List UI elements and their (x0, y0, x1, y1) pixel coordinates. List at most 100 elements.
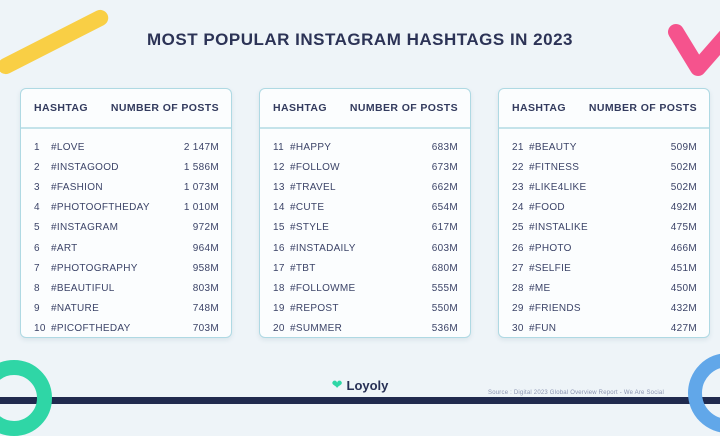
cell-tag: #INSTAGOOD (51, 161, 119, 173)
logo-text: Loyoly (346, 377, 389, 393)
cell-posts: 803M (192, 282, 219, 294)
cell-rank: 26 (512, 242, 524, 254)
table-row: 3 #FASHION 1 073M (34, 177, 219, 197)
cell-posts: 662M (431, 181, 458, 193)
cell-rank: 27 (512, 262, 524, 274)
cell-posts: 451M (670, 262, 697, 274)
table-row: 16 #INSTADAILY 603M (273, 238, 458, 258)
table-rows: 21 #BEAUTY 509M 22 #FITNESS 502M 23 #LIKE4LIKE 5… (499, 129, 709, 339)
cell-tag: #REPOST (290, 303, 339, 315)
cell-posts: 972M (192, 222, 219, 234)
cell-rank: 23 (512, 181, 524, 193)
cell-posts: 1 586M (183, 161, 219, 173)
cell-tag: #SUMMER (290, 323, 343, 335)
cell-rank: 1 (34, 141, 40, 153)
table-row: 1 #LOVE 2 147M (34, 137, 219, 157)
cell-posts: 432M (670, 303, 697, 315)
table-rows: 1 #LOVE 2 147M 2 #INSTAGOOD 1 586M 3 #FASHION 1 … (21, 129, 231, 339)
cell-tag: #ME (529, 282, 551, 294)
column-header-posts: NUMBER OF POSTS (349, 102, 458, 114)
table-row: 7 #PHOTOGRAPHY 958M (34, 258, 219, 278)
cell-rank: 21 (512, 141, 524, 153)
table-row: 20 #SUMMER 536M (273, 319, 458, 339)
column-header-hashtag: HASHTAG (34, 102, 88, 114)
table-row: 15 #STYLE 617M (273, 218, 458, 238)
cell-tag: #BEAUTIFUL (51, 282, 115, 294)
table-row: 10 #PICOFTHEDAY 703M (34, 319, 219, 339)
cell-tag: #FOLLOW (290, 161, 340, 173)
cell-tag: #SELFIE (529, 262, 572, 274)
table-header: HASHTAG NUMBER OF POSTS (260, 89, 470, 129)
table-row: 5 #INSTAGRAM 972M (34, 218, 219, 238)
cell-posts: 492M (670, 202, 697, 214)
cell-rank: 5 (34, 222, 40, 234)
cell-rank: 30 (512, 323, 524, 335)
table-header: HASHTAG NUMBER OF POSTS (499, 89, 709, 129)
table-row: 22 #FITNESS 502M (512, 157, 697, 177)
cell-posts: 964M (192, 242, 219, 254)
table-row: 2 #INSTAGOOD 1 586M (34, 157, 219, 177)
table-row: 24 #FOOD 492M (512, 198, 697, 218)
cell-rank: 20 (273, 323, 285, 335)
hashtag-table-1: HASHTAG NUMBER OF POSTS 1 #LOVE 2 147M 2 #IN… (20, 88, 232, 338)
column-header-hashtag: HASHTAG (512, 102, 566, 114)
cell-posts: 555M (431, 282, 458, 294)
cell-tag: #LOVE (51, 141, 85, 153)
hashtag-table-2: HASHTAG NUMBER OF POSTS 11 #HAPPY 683M 12 #F… (259, 88, 471, 338)
cell-rank: 8 (34, 282, 40, 294)
cell-rank: 10 (34, 323, 46, 335)
cell-posts: 680M (431, 262, 458, 274)
cell-posts: 475M (670, 222, 697, 234)
cell-rank: 29 (512, 303, 524, 315)
cell-rank: 3 (34, 181, 40, 193)
cell-posts: 1 010M (183, 202, 219, 214)
cell-posts: 703M (192, 323, 219, 335)
cell-tag: #ART (51, 242, 78, 254)
cell-rank: 12 (273, 161, 285, 173)
cell-rank: 11 (273, 141, 284, 153)
table-row: 8 #BEAUTIFUL 803M (34, 278, 219, 298)
cell-rank: 25 (512, 222, 524, 234)
logo: ❤ Loyoly (0, 376, 720, 394)
page-title: MOST POPULAR INSTAGRAM HASHTAGS IN 2023 (147, 30, 573, 49)
cell-tag: #FOOD (529, 202, 565, 214)
cell-posts: 502M (670, 161, 697, 173)
cell-tag: #INSTALIKE (529, 222, 588, 234)
cell-rank: 15 (273, 222, 285, 234)
table-row: 12 #FOLLOW 673M (273, 157, 458, 177)
cell-rank: 18 (273, 282, 285, 294)
cell-rank: 2 (34, 161, 40, 173)
teal-ring-decoration (0, 360, 52, 436)
cell-tag: #FRIENDS (529, 303, 581, 315)
table-row: 27 #SELFIE 451M (512, 258, 697, 278)
cell-tag: #FOLLOWME (290, 282, 356, 294)
cell-rank: 16 (273, 242, 285, 254)
table-row: 4 #PHOTOOFTHEDAY 1 010M (34, 198, 219, 218)
cell-tag: #INSTAGRAM (51, 222, 119, 234)
cell-posts: 2 147M (183, 141, 219, 153)
cell-posts: 673M (431, 161, 458, 173)
cell-rank: 13 (273, 181, 285, 193)
table-row: 30 #FUN 427M (512, 319, 697, 339)
cell-posts: 450M (670, 282, 697, 294)
cell-posts: 550M (431, 303, 458, 315)
column-header-hashtag: HASHTAG (273, 102, 327, 114)
table-row: 29 #FRIENDS 432M (512, 299, 697, 319)
cell-posts: 1 073M (183, 181, 219, 193)
cell-rank: 6 (34, 242, 40, 254)
cell-tag: #LIKE4LIKE (529, 181, 587, 193)
cell-tag: #PHOTO (529, 242, 572, 254)
cell-tag: #TBT (290, 262, 316, 274)
bottom-navy-bar (0, 397, 720, 404)
table-row: 25 #INSTALIKE 475M (512, 218, 697, 238)
table-row: 11 #HAPPY 683M (273, 137, 458, 157)
cell-rank: 14 (273, 202, 285, 214)
cell-tag: #FASHION (51, 181, 103, 193)
cell-rank: 17 (273, 262, 285, 274)
table-row: 18 #FOLLOWME 555M (273, 278, 458, 298)
table-row: 13 #TRAVEL 662M (273, 177, 458, 197)
table-row: 26 #PHOTO 466M (512, 238, 697, 258)
table-row: 6 #ART 964M (34, 238, 219, 258)
source-caption: Source : Digital 2023 Global Overview Re… (488, 390, 664, 396)
cell-tag: #BEAUTY (529, 141, 577, 153)
